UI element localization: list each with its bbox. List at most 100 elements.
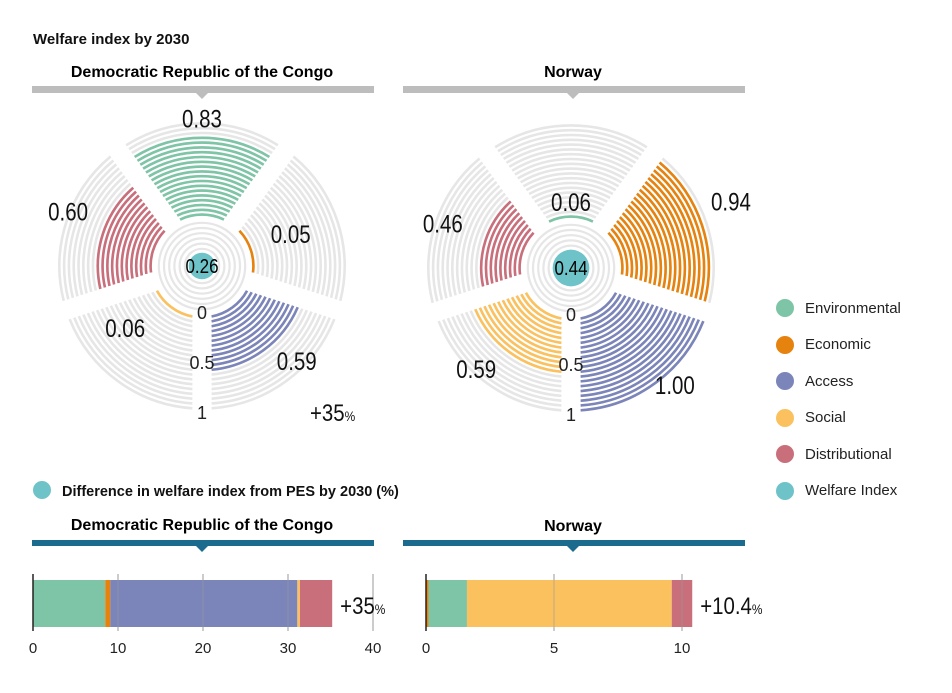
- legend-label: Distributional: [805, 445, 892, 463]
- value-label-distributional: 0.46: [423, 210, 463, 238]
- background-ring: [517, 162, 625, 180]
- legend-item-social: Social: [776, 400, 901, 437]
- background-ring: [528, 181, 614, 196]
- value-ring: [162, 184, 242, 198]
- value-ring: [110, 198, 143, 285]
- legend-label: Environmental: [805, 299, 901, 317]
- bar-header-drc: Democratic Republic of the Congo: [32, 517, 374, 552]
- bar-distributional: [96, 186, 166, 290]
- x-tick-label: 0: [29, 640, 37, 657]
- background-ring: [73, 317, 193, 405]
- header-bar: [403, 86, 745, 93]
- value-ring: [580, 317, 696, 402]
- bar-access: [580, 292, 705, 412]
- x-tick-label: 10: [674, 640, 691, 657]
- value-ring: [580, 301, 645, 349]
- value-ring: [499, 216, 524, 281]
- section2-title: Difference in welfare index from PES by …: [62, 484, 399, 500]
- background-ring: [258, 202, 289, 284]
- bar-segment-economic: [105, 580, 111, 627]
- x-tick-label: 30: [280, 640, 297, 657]
- background-ring: [431, 161, 484, 302]
- background-ring: [247, 218, 270, 278]
- value-ring: [580, 310, 673, 378]
- value-ring: [211, 294, 263, 333]
- background-ring: [531, 186, 611, 200]
- value-ring: [580, 308, 668, 374]
- background-ring: [211, 309, 309, 381]
- value-ring: [155, 290, 193, 318]
- value-ring: [211, 299, 276, 347]
- background-ring: [289, 159, 342, 300]
- stacked-bar-chart-drc: 0 10 20 30 40 +35%: [29, 574, 386, 657]
- radial-header-norway: Norway: [403, 64, 745, 99]
- figure-title: Welfare index by 2030: [33, 31, 189, 48]
- background-ring: [437, 320, 562, 412]
- value-label-access: 1.00: [655, 371, 695, 399]
- stacked-bar-chart-norway: 0 5 10 +10.4%: [422, 574, 763, 657]
- background-ring: [475, 196, 509, 289]
- value-ring: [580, 305, 659, 364]
- background-ring: [542, 205, 600, 215]
- legend-label: Access: [805, 372, 854, 390]
- background-ring: [427, 157, 481, 304]
- legend-item-economic: Economic: [776, 327, 901, 364]
- background-ring: [77, 315, 193, 400]
- bar-segment-social: [297, 580, 300, 627]
- welfare-index-circle: [552, 249, 590, 287]
- background-ring: [292, 155, 346, 302]
- background-ring: [272, 182, 313, 291]
- background-ring: [82, 314, 193, 396]
- bar-environmental: [548, 215, 594, 223]
- sector-distributional: [427, 157, 535, 304]
- value-ring: [139, 146, 265, 166]
- value-label-distributional: 0.60: [48, 198, 88, 226]
- value-ring: [211, 302, 286, 357]
- background-ring: [105, 306, 193, 372]
- x-tick-label: 5: [550, 640, 558, 657]
- change-label: +35%: [310, 399, 356, 426]
- center-ring: [537, 234, 605, 302]
- background-ring: [211, 317, 331, 405]
- value-ring: [624, 208, 653, 284]
- value-ring: [134, 218, 157, 278]
- legend-swatch: [776, 299, 794, 318]
- value-ring: [479, 200, 512, 287]
- bar-environmental: [133, 136, 271, 221]
- center-rings: [157, 221, 247, 311]
- value-ring: [159, 179, 245, 194]
- header-pointer: [567, 546, 579, 552]
- value-ring: [115, 202, 146, 284]
- value-ring: [644, 180, 687, 295]
- value-ring: [170, 198, 234, 209]
- value-ring: [580, 316, 691, 398]
- background-ring: [519, 167, 623, 184]
- value-ring: [580, 295, 627, 330]
- value-ring: [145, 155, 259, 174]
- background-ring: [269, 186, 308, 290]
- sector-social: [437, 292, 562, 412]
- sector-access: [211, 290, 336, 410]
- bar-header-norway: Norway: [403, 518, 745, 552]
- welfare-dot-icon: [33, 481, 51, 499]
- value-label-environmental: 0.83: [182, 104, 222, 132]
- bar-segment-distributional: [299, 580, 333, 627]
- center-ring: [173, 237, 231, 295]
- background-ring: [100, 308, 193, 376]
- value-ring: [492, 302, 562, 354]
- background-ring: [146, 293, 193, 328]
- background-ring: [141, 294, 193, 333]
- legend-swatch: [776, 408, 794, 427]
- background-ring: [86, 178, 129, 293]
- background-ring: [244, 221, 265, 276]
- background-ring: [500, 133, 642, 157]
- background-ring: [72, 167, 120, 297]
- value-ring: [508, 223, 529, 278]
- background-ring: [249, 214, 274, 279]
- value-ring: [96, 186, 135, 290]
- bar-title-drc: Democratic Republic of the Congo: [71, 517, 333, 534]
- bar-access: [211, 290, 299, 372]
- legend-swatch: [776, 481, 794, 500]
- value-ring: [130, 214, 155, 279]
- value-ring: [211, 306, 299, 372]
